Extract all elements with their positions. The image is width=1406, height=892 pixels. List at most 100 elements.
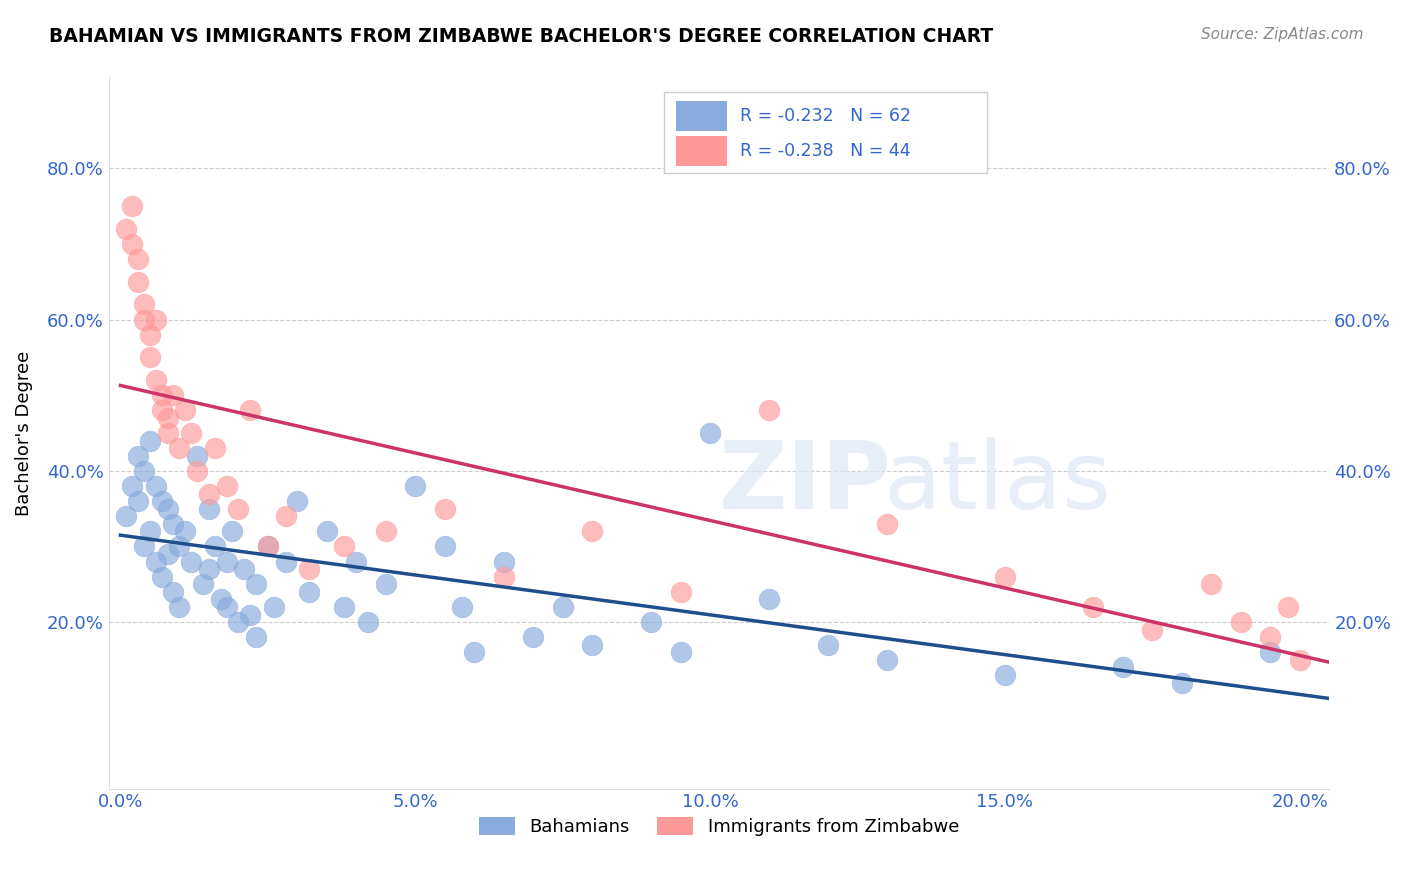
Point: [492, 570, 515, 584]
Point: [817, 638, 839, 652]
Point: [374, 577, 396, 591]
Point: [640, 615, 662, 629]
Point: [1083, 599, 1105, 614]
Point: [115, 509, 138, 524]
Point: [186, 464, 208, 478]
Text: ZIP: ZIP: [718, 437, 891, 529]
Point: [1201, 577, 1223, 591]
Point: [127, 252, 149, 266]
Point: [333, 540, 356, 554]
Point: [198, 486, 221, 500]
Point: [228, 501, 250, 516]
Point: [374, 524, 396, 539]
Text: BAHAMIAN VS IMMIGRANTS FROM ZIMBABWE BACHELOR'S DEGREE CORRELATION CHART: BAHAMIAN VS IMMIGRANTS FROM ZIMBABWE BAC…: [49, 27, 994, 45]
Point: [145, 555, 167, 569]
Point: [121, 199, 143, 213]
Point: [139, 524, 162, 539]
Point: [221, 524, 243, 539]
Point: [132, 297, 155, 311]
Point: [215, 555, 238, 569]
Point: [357, 615, 380, 629]
Y-axis label: Bachelor's Degree: Bachelor's Degree: [15, 351, 32, 516]
Point: [492, 555, 515, 569]
Point: [162, 516, 184, 531]
Text: R = -0.238   N = 44: R = -0.238 N = 44: [740, 143, 910, 161]
Point: [209, 592, 232, 607]
Point: [522, 630, 544, 644]
Point: [228, 615, 250, 629]
Point: [1258, 630, 1281, 644]
Point: [239, 403, 262, 417]
Point: [150, 570, 173, 584]
Point: [139, 351, 162, 365]
Point: [758, 403, 780, 417]
Point: [433, 501, 456, 516]
Point: [298, 585, 321, 599]
Point: [121, 236, 143, 251]
Point: [204, 441, 226, 455]
Point: [121, 479, 143, 493]
Point: [699, 425, 721, 440]
Point: [180, 555, 202, 569]
Point: [994, 570, 1017, 584]
Point: [174, 403, 197, 417]
Point: [245, 630, 267, 644]
Point: [127, 275, 149, 289]
Point: [239, 607, 262, 622]
Point: [198, 501, 221, 516]
Text: R = -0.232   N = 62: R = -0.232 N = 62: [740, 107, 911, 125]
Point: [298, 562, 321, 576]
Point: [162, 388, 184, 402]
Point: [404, 479, 426, 493]
Point: [1277, 599, 1299, 614]
Point: [669, 645, 692, 659]
Point: [274, 509, 297, 524]
Point: [245, 577, 267, 591]
Point: [1230, 615, 1253, 629]
Point: [150, 388, 173, 402]
Point: [174, 524, 197, 539]
Point: [132, 464, 155, 478]
Point: [215, 599, 238, 614]
Point: [256, 540, 278, 554]
Point: [263, 599, 285, 614]
Point: [274, 555, 297, 569]
Point: [156, 547, 179, 561]
Point: [156, 425, 179, 440]
Point: [315, 524, 337, 539]
Point: [156, 501, 179, 516]
FancyBboxPatch shape: [664, 92, 987, 173]
Point: [127, 494, 149, 508]
Point: [156, 410, 179, 425]
Point: [451, 599, 474, 614]
Point: [344, 555, 367, 569]
Point: [994, 668, 1017, 682]
Point: [150, 494, 173, 508]
Point: [127, 449, 149, 463]
Point: [433, 540, 456, 554]
Point: [132, 540, 155, 554]
Text: Source: ZipAtlas.com: Source: ZipAtlas.com: [1201, 27, 1364, 42]
Point: [145, 373, 167, 387]
Point: [333, 599, 356, 614]
FancyBboxPatch shape: [676, 101, 727, 131]
Point: [186, 449, 208, 463]
Point: [758, 592, 780, 607]
Point: [180, 425, 202, 440]
Point: [191, 577, 214, 591]
Text: atlas: atlas: [884, 437, 1112, 529]
Legend: Bahamians, Immigrants from Zimbabwe: Bahamians, Immigrants from Zimbabwe: [472, 810, 966, 844]
Point: [169, 540, 191, 554]
Point: [150, 403, 173, 417]
Point: [204, 540, 226, 554]
Point: [198, 562, 221, 576]
Point: [132, 312, 155, 326]
Point: [581, 524, 603, 539]
Point: [169, 599, 191, 614]
Point: [669, 585, 692, 599]
Point: [145, 479, 167, 493]
Point: [1171, 675, 1194, 690]
Point: [1112, 660, 1135, 674]
Point: [463, 645, 485, 659]
Point: [1288, 653, 1310, 667]
